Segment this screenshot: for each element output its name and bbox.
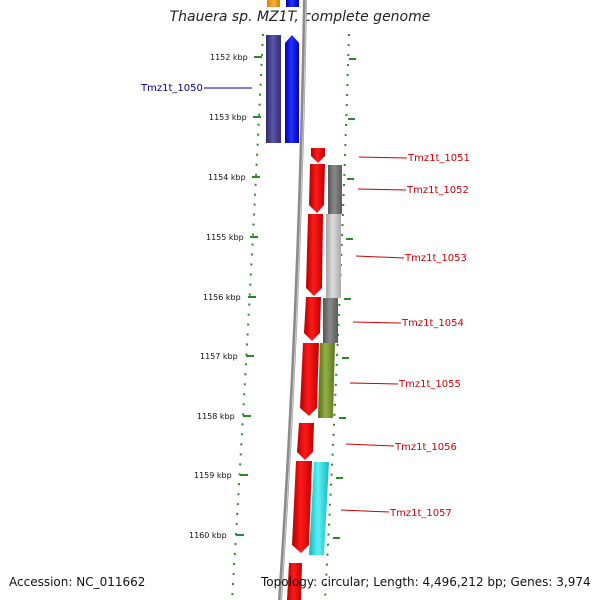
tick-label-1159: 1159 kbp [194, 471, 232, 480]
gene-arrow-1057[interactable] [292, 461, 312, 553]
cog-bar-1054[interactable] [323, 298, 338, 343]
callout-line-1057 [340, 509, 390, 513]
tick-label-1160: 1160 kbp [189, 531, 227, 540]
gene-label-1051[interactable]: Tmz1t_1051 [407, 153, 470, 164]
tick-label-1158: 1158 kbp [197, 412, 235, 421]
gene-arrow-1054[interactable] [304, 297, 321, 341]
gene-arrow-1051[interactable] [311, 148, 325, 163]
tick-label-1156: 1156 kbp [203, 293, 241, 302]
gene-arrow-1055[interactable] [300, 343, 319, 416]
cog-bar-1057[interactable] [309, 462, 329, 555]
callout-line-1056 [345, 443, 395, 447]
cog-bar-1053[interactable] [326, 214, 341, 298]
tick-label-1157: 1157 kbp [200, 352, 238, 361]
tick-label-1153: 1153 kbp [209, 113, 247, 122]
gene-label-1054[interactable]: Tmz1t_1054 [401, 318, 464, 329]
callout-line-1052 [357, 188, 407, 191]
cog-bar-1055[interactable] [318, 343, 335, 418]
gene-label-1057[interactable]: Tmz1t_1057 [389, 508, 452, 519]
genome-backbone-highlight [280, 0, 307, 600]
gene-arrow-bottom[interactable] [287, 563, 302, 600]
gene-arrow-1053[interactable] [306, 214, 323, 296]
gene-arrow-1052[interactable] [309, 164, 325, 213]
gene-label-1055[interactable]: Tmz1t_1055 [398, 379, 461, 390]
gene-feature-top-orange[interactable] [267, 0, 280, 7]
right-guide-line [324, 33, 350, 600]
map-title: Thauera sp. MZ1T, complete genome [169, 9, 431, 25]
guide-lines [231, 33, 350, 600]
gene-label-1050[interactable]: Tmz1t_1050 [140, 83, 203, 94]
callout-line-1051 [358, 156, 408, 159]
tick-label-1152: 1152 kbp [210, 53, 248, 62]
callout-line-1053 [355, 255, 405, 259]
gene-label-1056[interactable]: Tmz1t_1056 [394, 442, 457, 453]
callout-line-1055 [349, 382, 399, 385]
tick-label-1155: 1155 kbp [206, 233, 244, 242]
topology-summary: Topology: circular; Length: 4,496,212 bp… [261, 575, 591, 589]
callout-line-1054 [352, 321, 402, 324]
gene-arrow-1050[interactable] [285, 35, 299, 143]
accession-text: Accession: NC_011662 [9, 575, 146, 589]
tick-label-1154: 1154 kbp [208, 173, 246, 182]
gene-label-1053[interactable]: Tmz1t_1053 [404, 253, 467, 264]
cog-bar-1050[interactable] [266, 35, 281, 143]
genome-backbone [278, 0, 307, 600]
gene-arrow-1056[interactable] [297, 423, 314, 460]
cog-bar-1052[interactable] [328, 165, 342, 214]
gene-label-1052[interactable]: Tmz1t_1052 [406, 185, 469, 196]
kbp-axis: 1152 kbp 1153 kbp 1154 kbp 1155 kbp 1156… [189, 53, 356, 540]
gene-feature-top-blue[interactable] [286, 0, 299, 7]
